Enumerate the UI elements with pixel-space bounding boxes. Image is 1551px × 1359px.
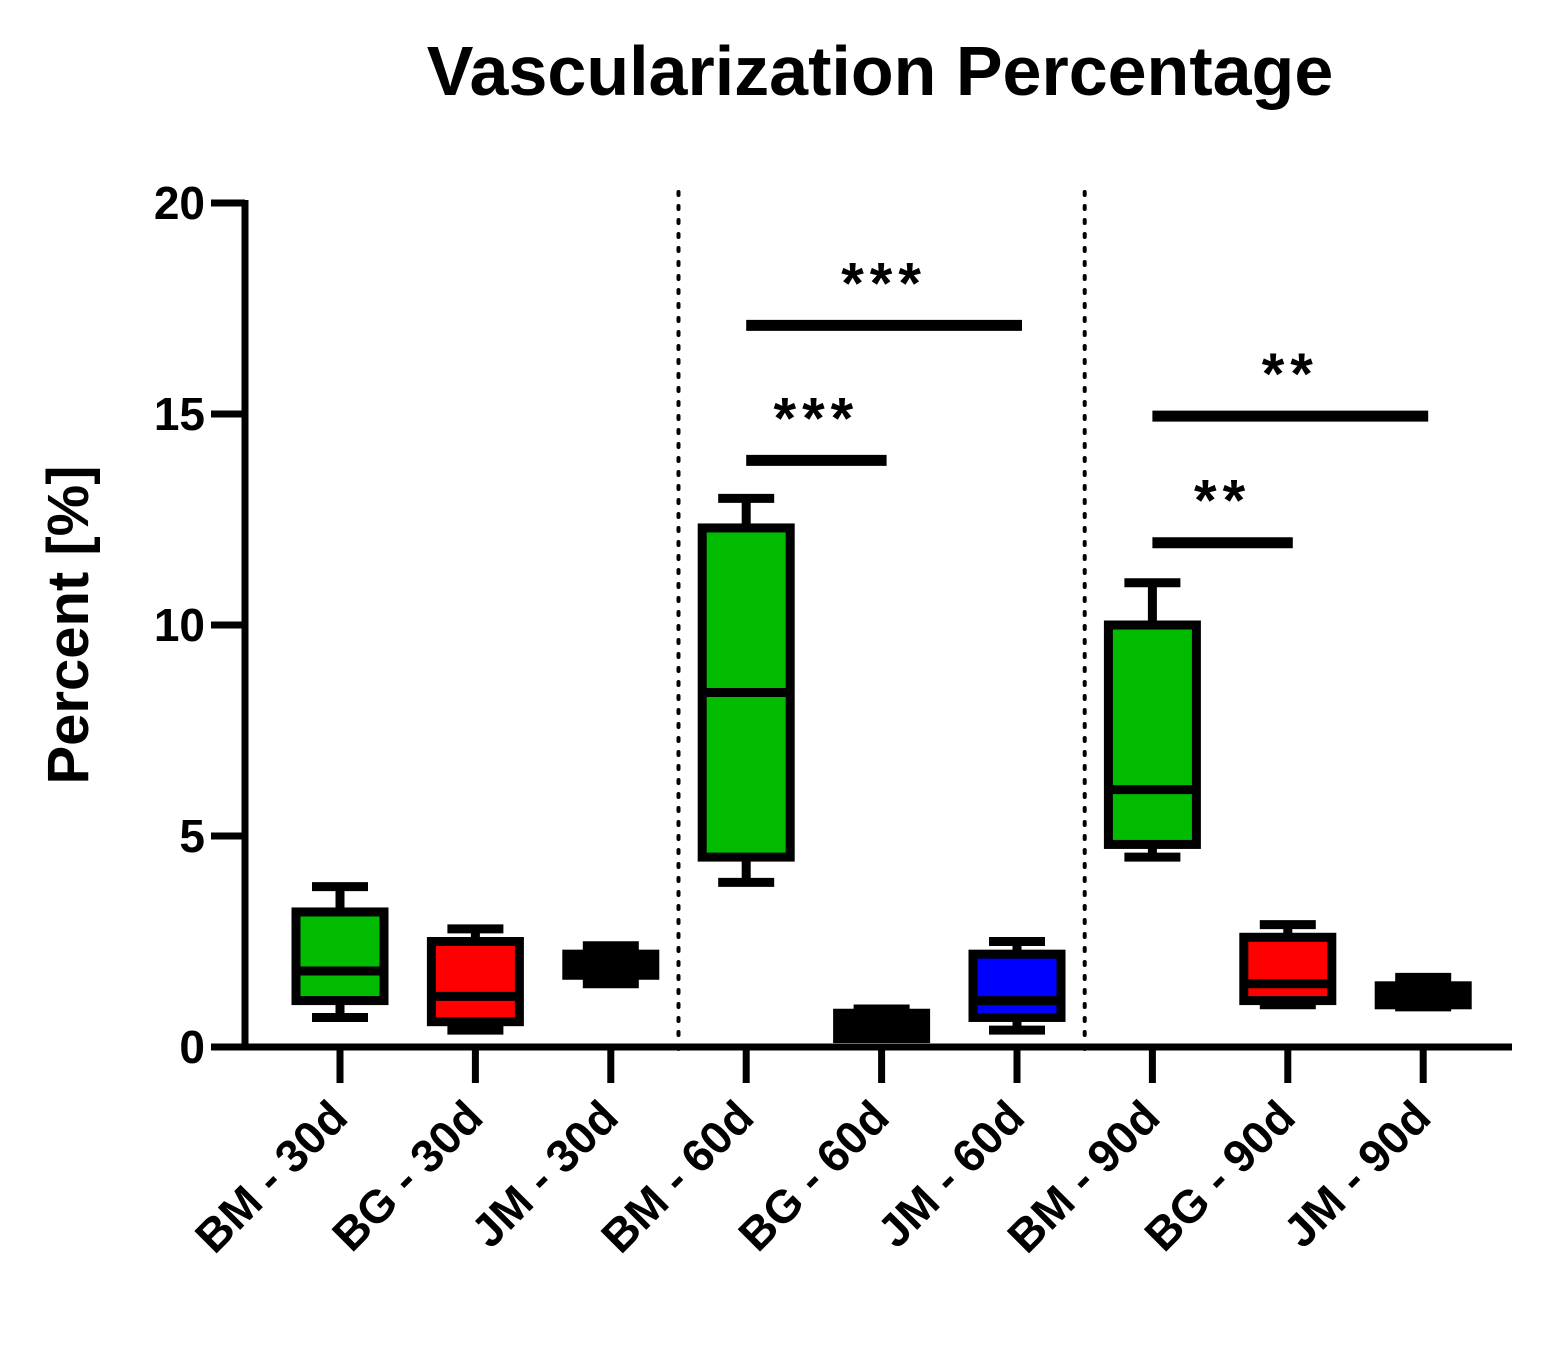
box-bm-60d (697, 493, 795, 887)
box-iqr (1103, 620, 1201, 849)
x-tick-label: JM - 90d (1273, 1090, 1440, 1257)
x-tick-label: BG - 60d (728, 1090, 899, 1261)
y-tick-label: 0 (179, 1021, 205, 1073)
y-tick-label: 15 (154, 388, 205, 440)
x-tick-label: BM - 30d (185, 1090, 357, 1262)
x-tick-label: BG - 90d (1134, 1090, 1305, 1261)
box-bg-90d (1239, 920, 1337, 1010)
y-tick-label: 10 (154, 599, 205, 651)
box-iqr (1239, 932, 1337, 1006)
box-jm-60d (968, 937, 1066, 1035)
y-tick-label: 5 (179, 810, 205, 862)
significance-label-4: ** (1262, 342, 1319, 407)
y-axis-label: Percent [%] (36, 465, 101, 784)
box-bm-90d (1103, 578, 1201, 862)
significance-label-3: ** (1194, 469, 1251, 534)
box-jm-90d (1374, 972, 1472, 1012)
box-iqr (291, 907, 389, 1006)
chart-title: Vascularization Percentage (427, 32, 1334, 110)
box-iqr (968, 949, 1066, 1022)
box-bg-30d (426, 924, 524, 1035)
box-bm-30d (291, 882, 389, 1022)
box-iqr (426, 937, 524, 1027)
box-jm-30d (562, 941, 660, 989)
y-tick-label: 20 (154, 177, 205, 229)
significance-label-2: *** (841, 251, 927, 316)
significance-label-1: *** (774, 386, 860, 451)
x-tick-label: BG - 30d (322, 1090, 493, 1261)
box-bg-60d (833, 1004, 931, 1044)
